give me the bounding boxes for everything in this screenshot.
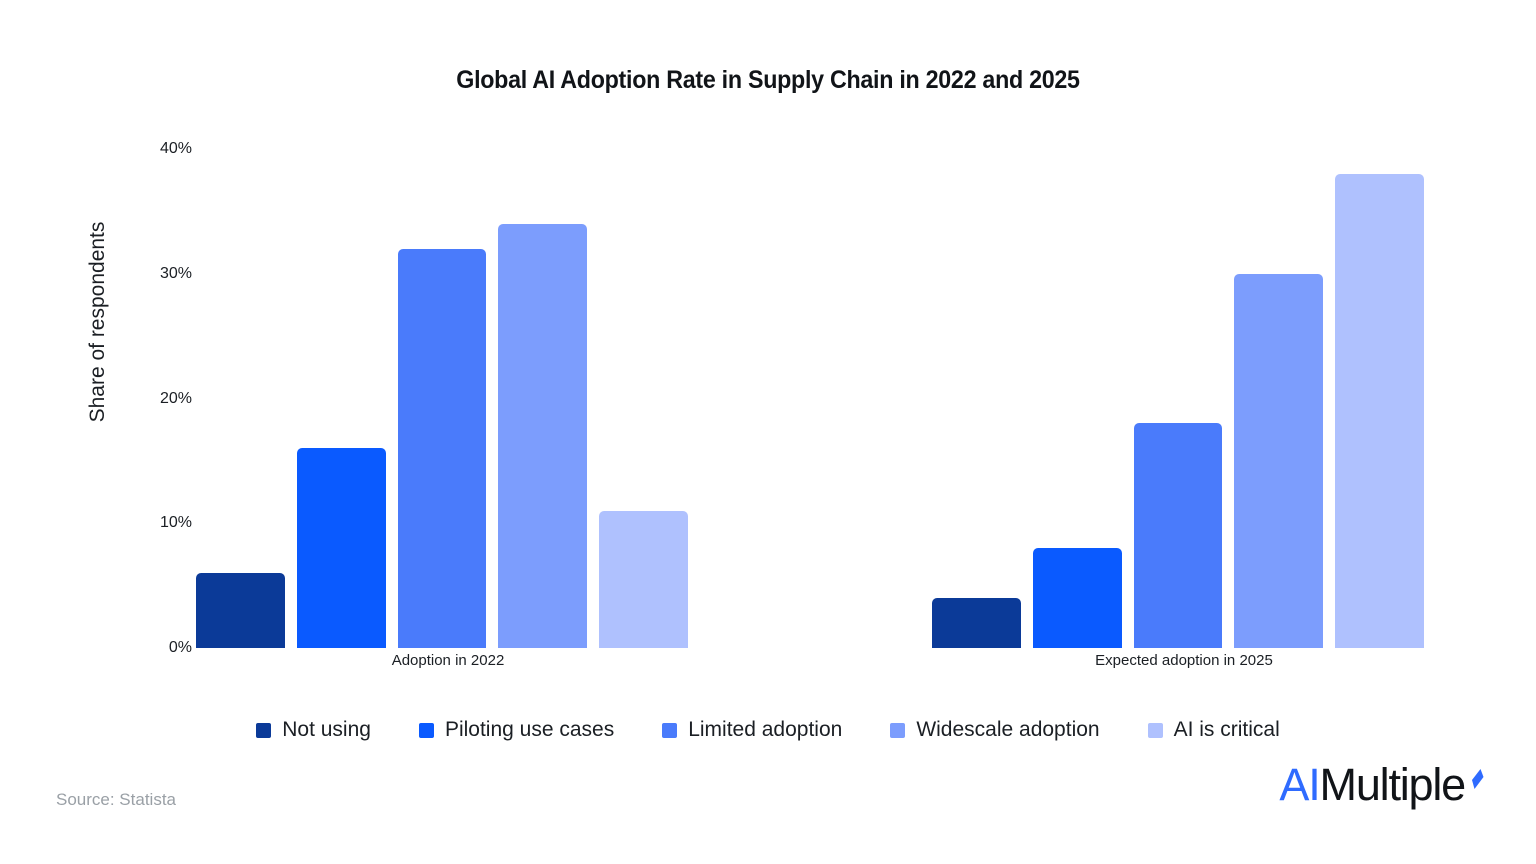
legend-item[interactable]: AI is critical — [1147, 718, 1280, 742]
bar[interactable] — [932, 598, 1021, 648]
legend-swatch-icon — [890, 722, 906, 738]
legend-item[interactable]: Widescale adoption — [890, 718, 1100, 742]
y-axis-tick-label: 10% — [159, 514, 192, 532]
bar[interactable] — [196, 573, 285, 648]
y-axis-title: Share of respondents — [86, 221, 109, 423]
logo-text-multiple: Multiple — [1319, 759, 1467, 810]
y-axis-tick-label: 20% — [159, 389, 192, 407]
legend-swatch-icon — [662, 722, 678, 738]
legend-label: Limited adoption — [688, 718, 843, 741]
legend-item[interactable]: Limited adoption — [662, 718, 842, 742]
legend: Not using Piloting use cases Limited adopt… — [0, 718, 1536, 742]
logo-text-ai: AI — [1279, 759, 1320, 810]
x-axis-category-label: Adoption in 2022 — [391, 652, 505, 669]
bar[interactable] — [1133, 423, 1223, 648]
legend-swatch-icon — [1147, 722, 1163, 738]
y-axis-ticks: 0% 10% 20% 30% 40% — [120, 0, 192, 864]
bar[interactable] — [397, 248, 487, 648]
x-axis-category-label: Expected adoption in 2025 — [1095, 652, 1273, 669]
bar[interactable] — [1032, 548, 1122, 648]
bar-group: Expected adoption in 2025 — [932, 149, 1436, 669]
y-axis-tick-label: 40% — [159, 140, 192, 157]
y-axis-tick-label: 30% — [159, 264, 192, 282]
legend-label: Not using — [282, 718, 371, 741]
logo-accent-icon — [1467, 760, 1484, 790]
legend-swatch-icon — [256, 722, 272, 738]
legend-label: Piloting use cases — [444, 718, 615, 741]
legend-item[interactable]: Piloting use cases — [418, 718, 615, 742]
aimultiple-logo: AI Multiple — [1279, 762, 1484, 807]
bar[interactable] — [1234, 273, 1324, 648]
page-title: Global AI Adoption Rate in Supply Chain … — [456, 66, 1080, 94]
source-note: Source: Statista — [56, 790, 177, 809]
bar-group: Adoption in 2022 — [196, 149, 700, 669]
bar[interactable] — [1335, 173, 1424, 648]
legend-label: AI is critical — [1173, 718, 1280, 741]
legend-swatch-icon — [418, 722, 434, 738]
bar[interactable] — [296, 448, 386, 648]
bars-container: Adoption in 2022 Expected adoption in 202… — [196, 149, 1436, 669]
bar[interactable] — [599, 510, 688, 648]
legend-label: Widescale adoption — [916, 718, 1100, 741]
y-axis-tick-label: 0% — [168, 639, 192, 656]
legend-item[interactable]: Not using — [256, 718, 371, 742]
bar[interactable] — [498, 223, 588, 648]
